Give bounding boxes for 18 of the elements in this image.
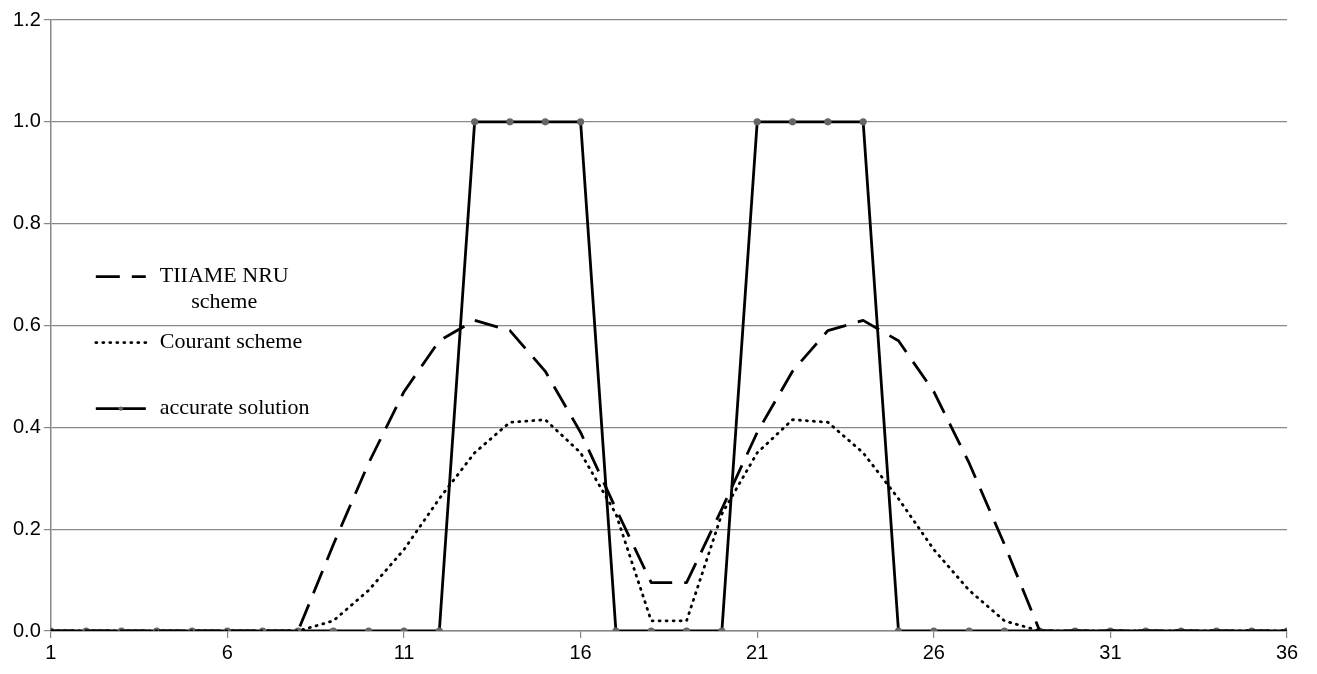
x-tick-label: 21 (746, 640, 769, 663)
y-tick-label: 0.8 (12, 211, 41, 234)
x-tick-label: 16 (569, 640, 592, 663)
x-tick-label: 26 (922, 640, 945, 663)
x-tick-label: 1 (45, 640, 57, 663)
y-tick-label: 0.0 (12, 618, 41, 641)
y-tick-label: 1.0 (12, 109, 41, 132)
legend-label: TIIAME NRU scheme (159, 262, 289, 314)
y-tick-label: 0.6 (12, 313, 41, 336)
x-tick-label: 31 (1099, 640, 1122, 663)
x-tick-label: 6 (221, 640, 233, 663)
y-tick-label: 0.2 (12, 516, 41, 539)
legend-label: accurate solution (159, 394, 310, 420)
y-tick-label: 0.4 (12, 414, 41, 437)
legend-label: Courant scheme (159, 328, 303, 354)
x-tick-label: 11 (393, 640, 415, 663)
x-tick-label: 36 (1275, 640, 1299, 663)
y-tick-label: 1.2 (12, 7, 41, 30)
